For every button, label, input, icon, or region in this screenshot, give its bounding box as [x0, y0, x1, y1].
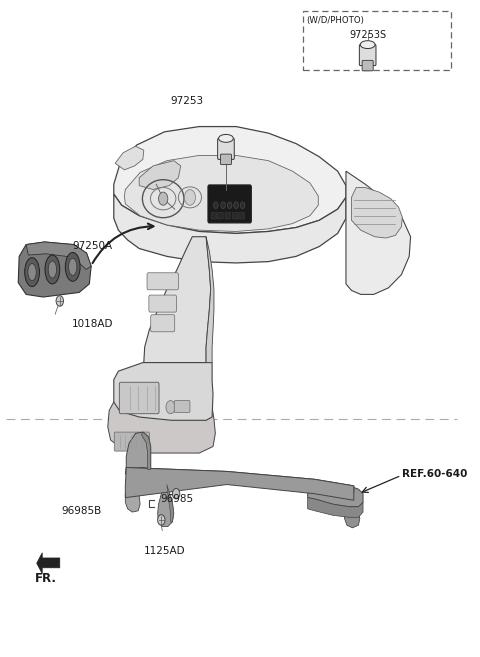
- Polygon shape: [114, 127, 346, 233]
- Polygon shape: [18, 242, 91, 297]
- Circle shape: [240, 202, 245, 208]
- FancyBboxPatch shape: [114, 432, 149, 451]
- FancyBboxPatch shape: [232, 212, 238, 219]
- FancyBboxPatch shape: [360, 45, 376, 66]
- Text: 97253S: 97253S: [349, 30, 386, 40]
- Polygon shape: [126, 432, 151, 470]
- FancyBboxPatch shape: [225, 212, 230, 219]
- Polygon shape: [124, 156, 318, 231]
- FancyBboxPatch shape: [208, 185, 252, 223]
- Polygon shape: [114, 363, 213, 420]
- Text: FR.: FR.: [36, 572, 57, 585]
- Polygon shape: [308, 481, 363, 507]
- Circle shape: [221, 202, 226, 208]
- Polygon shape: [351, 187, 402, 238]
- Ellipse shape: [28, 263, 36, 281]
- FancyBboxPatch shape: [303, 11, 451, 70]
- Polygon shape: [206, 237, 214, 363]
- FancyBboxPatch shape: [174, 401, 190, 413]
- FancyBboxPatch shape: [147, 273, 179, 290]
- Text: 96985B: 96985B: [61, 506, 101, 516]
- FancyBboxPatch shape: [211, 212, 217, 219]
- FancyBboxPatch shape: [151, 315, 175, 332]
- Text: 97253: 97253: [171, 95, 204, 106]
- FancyBboxPatch shape: [120, 382, 159, 414]
- Polygon shape: [114, 194, 346, 263]
- Circle shape: [157, 514, 165, 525]
- Circle shape: [158, 192, 168, 205]
- FancyBboxPatch shape: [149, 295, 177, 312]
- FancyBboxPatch shape: [362, 60, 373, 71]
- Circle shape: [234, 202, 239, 208]
- Polygon shape: [125, 468, 354, 492]
- Text: REF.60-640: REF.60-640: [402, 469, 468, 479]
- Circle shape: [228, 202, 232, 208]
- Polygon shape: [115, 147, 144, 170]
- Polygon shape: [308, 497, 363, 517]
- Polygon shape: [167, 484, 174, 522]
- Polygon shape: [142, 432, 151, 470]
- FancyBboxPatch shape: [239, 212, 244, 219]
- Text: 97250A: 97250A: [72, 241, 112, 251]
- Circle shape: [56, 296, 63, 306]
- Text: 1018AD: 1018AD: [72, 319, 114, 328]
- Polygon shape: [108, 402, 216, 453]
- Ellipse shape: [24, 258, 39, 286]
- Ellipse shape: [48, 261, 57, 278]
- Polygon shape: [26, 242, 91, 269]
- Text: 1125AD: 1125AD: [144, 546, 185, 556]
- Circle shape: [214, 202, 218, 208]
- Polygon shape: [157, 484, 174, 526]
- Circle shape: [166, 401, 175, 414]
- Ellipse shape: [65, 252, 80, 281]
- Text: (W/D/PHOTO): (W/D/PHOTO): [307, 16, 365, 25]
- Circle shape: [184, 189, 195, 205]
- Polygon shape: [125, 489, 140, 512]
- Polygon shape: [345, 507, 360, 528]
- Polygon shape: [144, 237, 211, 363]
- FancyBboxPatch shape: [217, 139, 234, 160]
- Ellipse shape: [45, 255, 60, 284]
- Polygon shape: [36, 553, 60, 574]
- Ellipse shape: [360, 41, 375, 49]
- Polygon shape: [125, 468, 354, 500]
- Text: 96985: 96985: [160, 494, 193, 504]
- Polygon shape: [346, 171, 410, 294]
- Ellipse shape: [69, 258, 77, 275]
- Ellipse shape: [218, 135, 233, 143]
- Polygon shape: [139, 161, 180, 189]
- FancyBboxPatch shape: [220, 154, 231, 165]
- Circle shape: [172, 488, 180, 499]
- FancyBboxPatch shape: [217, 212, 223, 219]
